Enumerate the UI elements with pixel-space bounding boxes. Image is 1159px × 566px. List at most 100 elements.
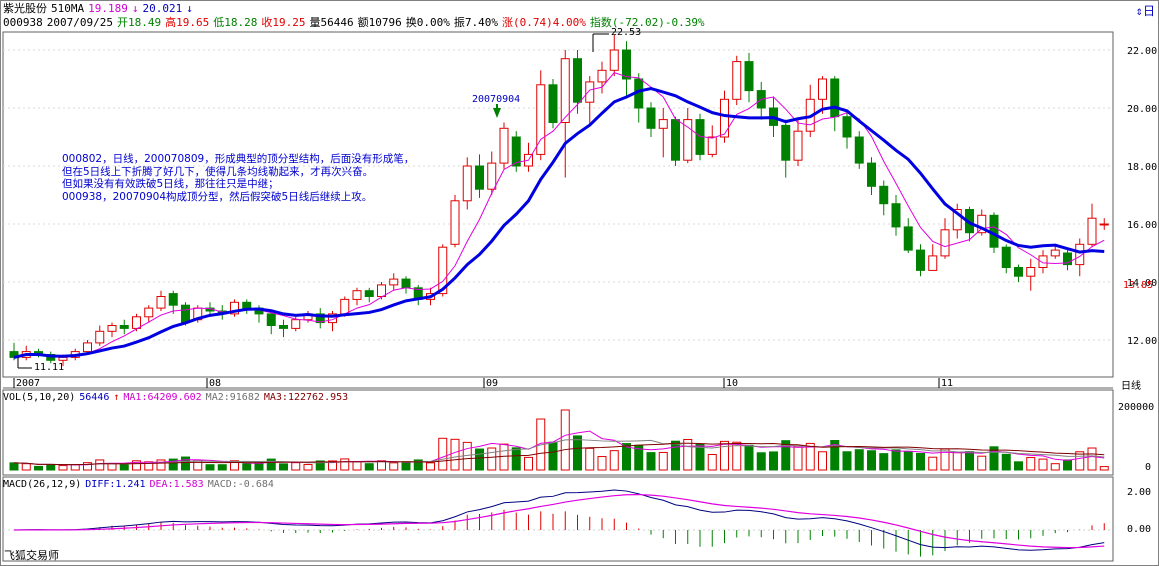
volume-bar-down (401, 461, 411, 471)
date-tick-label: 08 (209, 378, 221, 389)
candle-up (1038, 255, 1048, 268)
volume-bar-down (646, 452, 656, 471)
quote-low: 低18.28 (213, 16, 258, 29)
quote-amount: 额10796 (357, 16, 402, 29)
candle-down (364, 290, 374, 298)
volume-bar-up (303, 464, 313, 471)
volume-bar-down (903, 451, 913, 471)
macd-header: MACD(26,12,9) DIFF:1.241 DEA:1.583 MACD:-0.… (3, 478, 278, 491)
volume-bar-down (830, 440, 840, 471)
volume-bar-up (438, 437, 448, 471)
volume-bar-up (658, 451, 668, 471)
volume-bar-up (805, 442, 815, 471)
volume-bar-down (891, 449, 901, 471)
macd-axis-zero: 0.00 (1127, 524, 1152, 535)
quote-turnover: 换0.00% (405, 16, 450, 29)
volume-bar-down (756, 452, 766, 471)
candle-up (144, 307, 154, 318)
candle-down (511, 136, 521, 167)
candle-up (609, 49, 619, 71)
volume-bar-down (119, 464, 129, 471)
candle-down (830, 78, 840, 118)
candle-up (1050, 249, 1060, 257)
volume-bar-down (769, 451, 778, 471)
ma5-line (13, 72, 1105, 358)
candle-up (1075, 243, 1085, 266)
candle-up (58, 356, 68, 361)
candle-down (891, 203, 901, 228)
macd-layer (3, 489, 1113, 557)
volume-bar-down (9, 462, 19, 471)
volume-bar-up (95, 459, 105, 471)
vol-ma3: MA3:122762.953 (263, 392, 349, 403)
candle-up (83, 342, 92, 353)
candle-down (879, 185, 889, 205)
ma-label: 510MA (51, 2, 85, 15)
note-line: 但如果没有有效跌破5日线，那往往只是中继； (62, 178, 279, 190)
volume-header: VOL(5,10,20) 56446 ↑ MA1:64209.602 MA2:91682… (3, 391, 352, 404)
volume-bar-down (205, 464, 215, 471)
candle-down (168, 293, 178, 306)
volume-bar-down (217, 464, 227, 471)
candle-down (854, 136, 864, 164)
volume-bar-up (952, 452, 962, 471)
period-label: 日线 (1121, 381, 1141, 392)
volume-bar-up (1099, 466, 1109, 471)
volume-bar-up (426, 462, 435, 471)
candle-down (842, 116, 852, 138)
last-price-label: 13.85 (1123, 280, 1154, 291)
candle-up (597, 69, 607, 83)
volume-bar-up (450, 438, 460, 471)
ma10-arrow: ↓ (186, 2, 193, 15)
candle-up (536, 84, 546, 155)
volume-bar-up (21, 463, 31, 471)
volume-bar-down (34, 465, 43, 471)
volume-bar-up (132, 460, 141, 471)
vol-axis-zero: 0 (1145, 462, 1152, 473)
candle-down (1063, 252, 1072, 266)
candle-up (732, 61, 742, 100)
volume-bar-up (156, 459, 166, 471)
candle-down (622, 49, 631, 80)
ma10-value: 20.021 (142, 2, 183, 15)
candle-down (781, 124, 791, 161)
volume-bar-up (683, 438, 693, 471)
volume-bar-up (707, 453, 717, 471)
note-line: 但在5日线上下折腾了好几下，使得几条均线勒起来，才再次兴奋。 (62, 165, 374, 178)
volume-bar-down (511, 447, 521, 471)
volume-bar-down (781, 440, 791, 471)
candle-up (389, 278, 399, 286)
candle-up (1026, 267, 1036, 277)
candle-down (119, 325, 129, 329)
price-tick-label: 22.00 (1127, 46, 1157, 57)
candle-up (340, 298, 350, 315)
volume-bar-down (695, 443, 705, 471)
quote-index: 指数(-72.02)-0.39% (589, 16, 705, 29)
volume-bar-down (842, 451, 852, 471)
volume-bar-up (1087, 447, 1097, 471)
macd-dea-line (13, 493, 1105, 549)
volume-bar-up (977, 455, 987, 471)
volume-bar-down (965, 451, 974, 471)
macd-title: MACD(26,12,9) (3, 479, 82, 490)
analysis-note: 000802，日线，200070809，形成典型的顶分型结构，后面没有形成笔，但… (62, 153, 414, 203)
volume-bar-up (340, 458, 350, 471)
date-axis: 2007 08 09 10 11 (13, 378, 953, 389)
quote-close: 收19.25 (261, 16, 306, 29)
volume-bar-up (732, 441, 742, 471)
candle-down (916, 249, 925, 271)
candle-down (573, 58, 582, 103)
candle-down (548, 84, 558, 124)
macd-panel-frame (2, 476, 1114, 562)
volume-bar-up (609, 450, 619, 471)
date-tag: 20070904 (472, 94, 521, 105)
volume-bar-up (107, 463, 117, 471)
candle-up (107, 325, 117, 332)
volume-bar-up (597, 456, 607, 471)
volume-bar-up (499, 443, 509, 471)
quote-date: 2007/09/25 (46, 16, 113, 29)
vol-ma1: MA1:64209.602 (123, 392, 202, 403)
volume-bar-up (720, 440, 729, 471)
window-menu-icon[interactable]: ⇕日 (1135, 4, 1155, 18)
